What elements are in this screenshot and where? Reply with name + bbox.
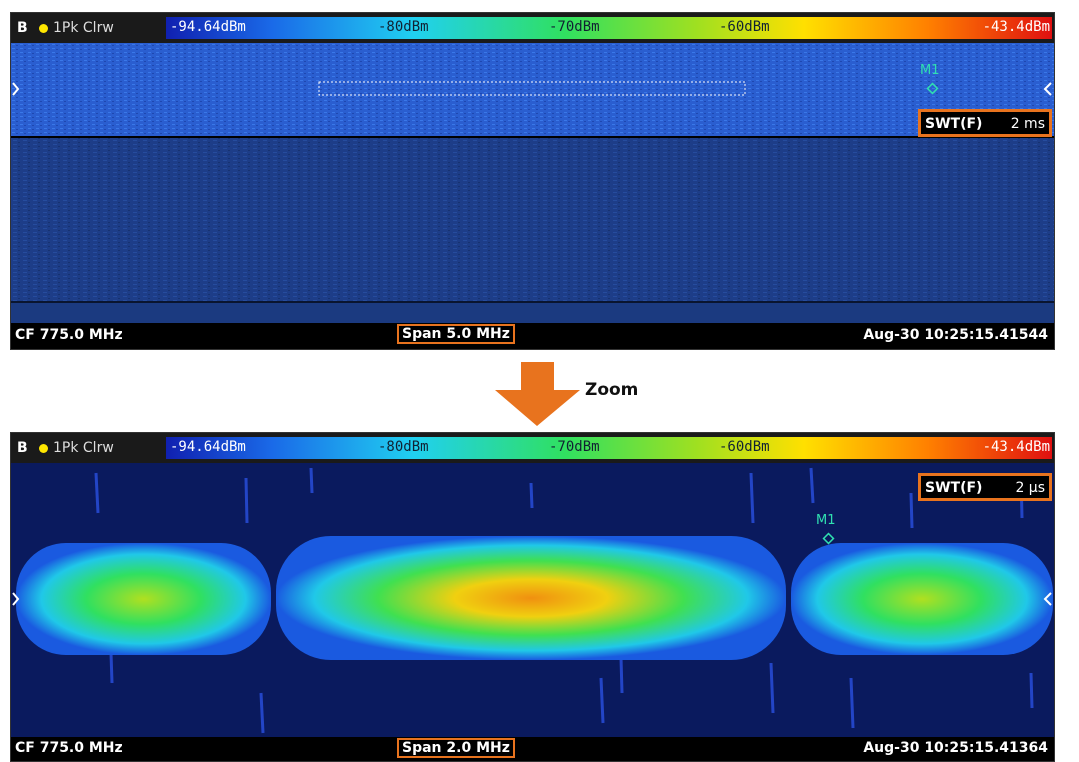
sweep-time: SWT(F) 2 µs [918, 473, 1052, 501]
marker-label: M1 [920, 63, 940, 78]
sweep-label: SWT(F) [925, 116, 983, 132]
sweep-label: SWT(F) [925, 480, 983, 496]
trace-label: B [17, 20, 28, 36]
color-scale: -94.64dBm -80dBm -70dBm -60dBm -43.4dBm [166, 17, 1052, 39]
scale-label: -80dBm [378, 19, 429, 35]
marker-label: M1 [816, 513, 836, 528]
scale-label: -70dBm [549, 19, 600, 35]
center-freq: CF 775.0 MHz [15, 740, 123, 756]
scale-label: -94.64dBm [170, 19, 246, 35]
scale-label: -70dBm [549, 439, 600, 455]
zoom-arrow [495, 362, 580, 426]
zoom-label: Zoom [585, 380, 639, 400]
span: Span 2.0 MHz [397, 738, 515, 758]
scale-label: -60dBm [719, 439, 770, 455]
scale-label: -94.64dBm [170, 439, 246, 455]
span: Span 5.0 MHz [397, 324, 515, 344]
spectrogram [11, 463, 1054, 739]
spectrogram [11, 43, 1054, 325]
sweep-value: 2 µs [1015, 480, 1045, 496]
trace-dot [39, 24, 48, 33]
header: B 1Pk Clrw -94.64dBm -80dBm -70dBm -60dB… [11, 13, 1054, 43]
trace-label: B [17, 440, 28, 456]
timestamp: Aug-30 10:25:15.41544 [863, 327, 1048, 343]
color-scale: -94.64dBm -80dBm -70dBm -60dBm -43.4dBm [166, 437, 1052, 459]
header: B 1Pk Clrw -94.64dBm -80dBm -70dBm -60dB… [11, 433, 1054, 463]
trace-dot [39, 444, 48, 453]
scale-label: -60dBm [719, 19, 770, 35]
footer: CF 775.0 MHz Span 5.0 MHz Aug-30 10:25:1… [11, 323, 1054, 349]
scale-label: -43.4dBm [982, 439, 1050, 455]
scale-label: -80dBm [378, 439, 429, 455]
scale-label: -43.4dBm [982, 19, 1050, 35]
sweep-time: SWT(F) 2 ms [918, 109, 1052, 137]
spectrogram-panel: B 1Pk Clrw -94.64dBm -80dBm -70dBm -60dB… [10, 432, 1055, 762]
spectrogram-panel: B 1Pk Clrw -94.64dBm -80dBm -70dBm -60dB… [10, 12, 1055, 350]
center-freq: CF 775.0 MHz [15, 327, 123, 343]
trace-mode: 1Pk Clrw [53, 20, 114, 36]
trace-mode: 1Pk Clrw [53, 440, 114, 456]
footer: CF 775.0 MHz Span 2.0 MHz Aug-30 10:25:1… [11, 737, 1054, 761]
timestamp: Aug-30 10:25:15.41364 [863, 740, 1048, 756]
sweep-value: 2 ms [1010, 116, 1045, 132]
